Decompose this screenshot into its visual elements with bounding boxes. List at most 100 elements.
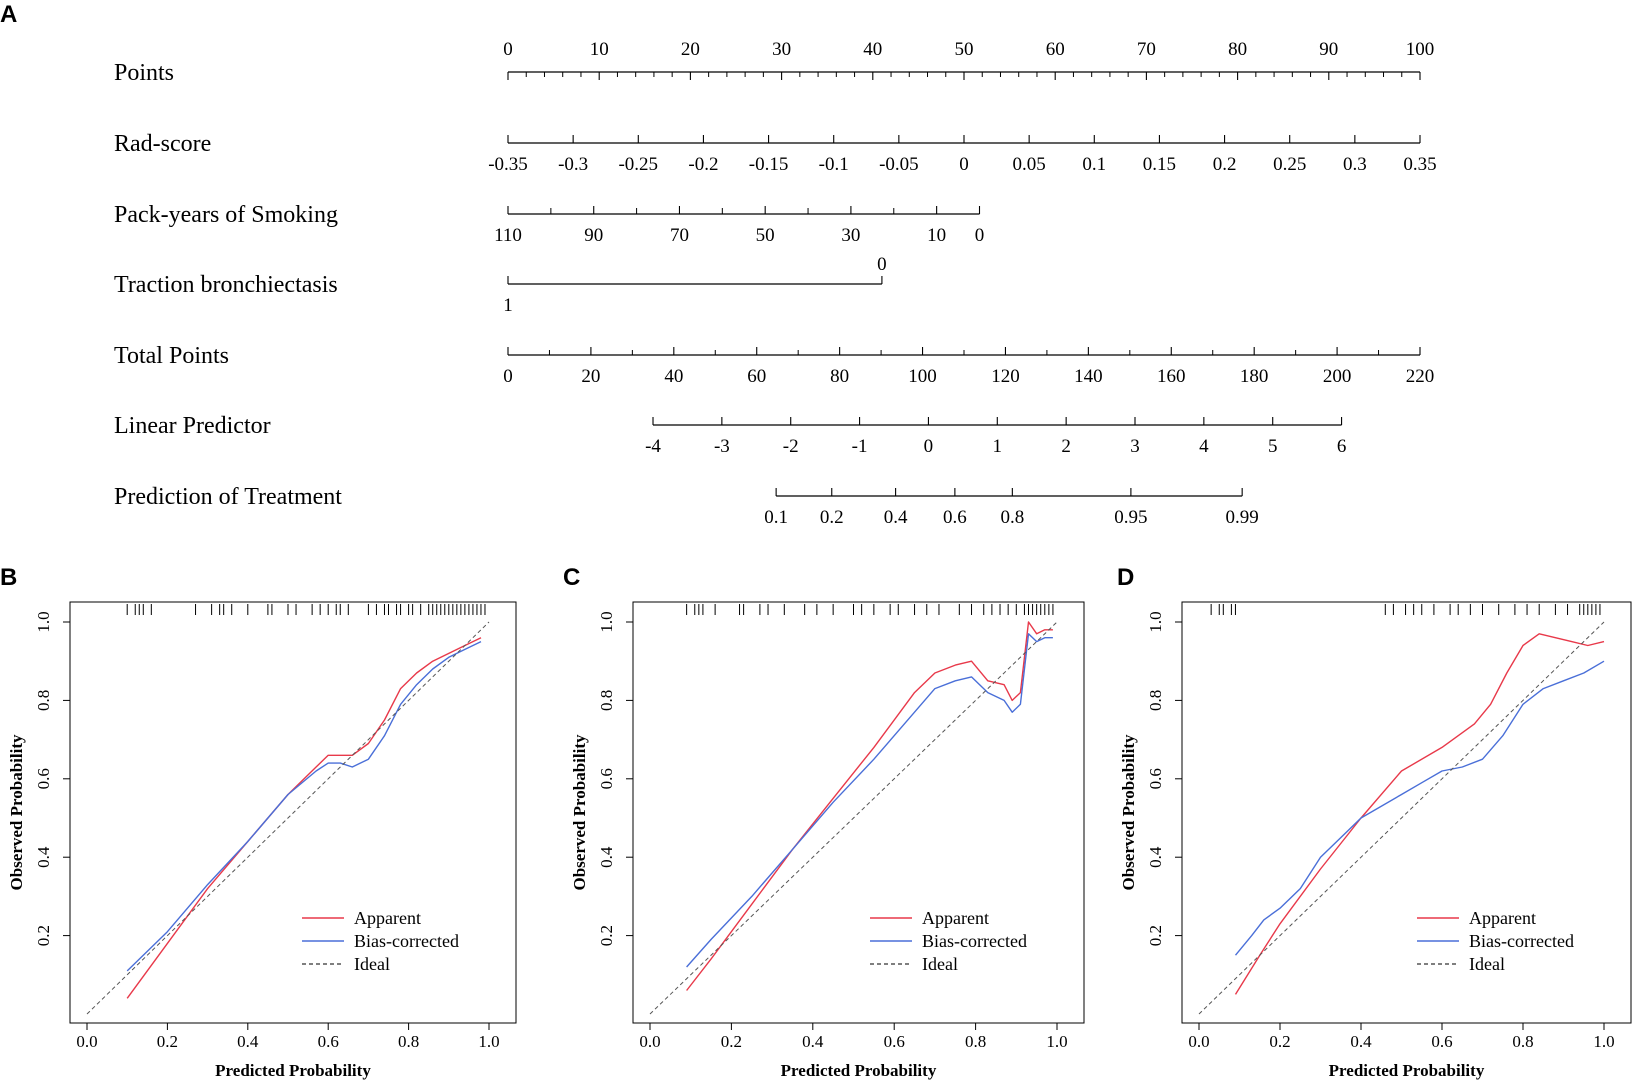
tick-label-points: 90 bbox=[1319, 39, 1338, 60]
x-tick-label-b: 1.0 bbox=[478, 1032, 499, 1051]
tick-label-prediction-of-treatment: 0.4 bbox=[884, 507, 908, 528]
tick-label-linear-predictor: 3 bbox=[1130, 436, 1140, 457]
series-bias-corrected-d bbox=[1234, 660, 1605, 956]
tick-label-rad-score: -0.1 bbox=[819, 154, 849, 175]
tick-label-linear-predictor: -3 bbox=[714, 436, 730, 457]
y-tick-label-c: 0.2 bbox=[597, 925, 616, 946]
x-tick-label-d: 0.2 bbox=[1269, 1032, 1290, 1051]
tick-label-points: 70 bbox=[1137, 39, 1156, 60]
tick-label-rad-score: -0.2 bbox=[688, 154, 718, 175]
x-tick-label-c: 0.2 bbox=[721, 1032, 742, 1051]
series-apparent-c bbox=[686, 621, 1053, 991]
tick-label-points: 30 bbox=[772, 39, 791, 60]
tick-label-pack-years-of-smoking: 110 bbox=[494, 225, 522, 246]
tick-label-points: 50 bbox=[955, 39, 974, 60]
tick-label-rad-score: -0.3 bbox=[558, 154, 588, 175]
y-axis-title-d: Observed Probability bbox=[1119, 734, 1138, 890]
x-axis-title-b: Predicted Probability bbox=[215, 1061, 371, 1080]
tick-label-rad-score: -0.35 bbox=[488, 154, 528, 175]
y-tick-label-b: 0.8 bbox=[34, 690, 53, 711]
tick-label-linear-predictor: 0 bbox=[924, 436, 934, 457]
y-axis-title-b: Observed Probability bbox=[7, 734, 26, 890]
legend-label-ideal-c: Ideal bbox=[922, 954, 958, 974]
y-tick-label-c: 0.6 bbox=[597, 768, 616, 789]
panel-d-label: D bbox=[1117, 564, 1134, 591]
tick-label-total-points: 120 bbox=[991, 366, 1020, 387]
tick-label-total-points: 180 bbox=[1240, 366, 1269, 387]
tick-label-prediction-of-treatment: 0.1 bbox=[764, 507, 788, 528]
tick-label-linear-predictor: -1 bbox=[852, 436, 868, 457]
tick-label-pack-years-of-smoking: 0 bbox=[975, 225, 985, 246]
legend-label-apparent-d: Apparent bbox=[1469, 908, 1536, 928]
tick-label-total-points: 200 bbox=[1323, 366, 1352, 387]
series-bias-corrected-b bbox=[126, 640, 482, 972]
tick-label-prediction-of-treatment: 0.8 bbox=[1000, 507, 1024, 528]
plot-frame-c bbox=[632, 601, 1085, 1024]
legend-label-bias-corrected-c: Bias-corrected bbox=[922, 931, 1027, 951]
plot-frame-d bbox=[1181, 601, 1632, 1024]
legend-label-bias-corrected-b: Bias-corrected bbox=[354, 931, 459, 951]
scale-label-points: Points bbox=[114, 60, 174, 86]
x-tick-label-b: 0.2 bbox=[157, 1032, 178, 1051]
tick-label-prediction-of-treatment: 0.2 bbox=[820, 507, 844, 528]
tick-label-pack-years-of-smoking: 10 bbox=[927, 225, 946, 246]
tick-label-linear-predictor: -4 bbox=[645, 436, 661, 457]
tick-label-total-points: 80 bbox=[830, 366, 849, 387]
legend-label-bias-corrected-d: Bias-corrected bbox=[1469, 931, 1574, 951]
tick-label-points: 0 bbox=[503, 39, 513, 60]
tick-label-total-points: 140 bbox=[1074, 366, 1103, 387]
tick-label-prediction-of-treatment: 0.6 bbox=[943, 507, 967, 528]
series-ideal-c bbox=[649, 621, 1058, 1015]
tick-label-total-points: 220 bbox=[1406, 366, 1435, 387]
scale-label-prediction-of-treatment: Prediction of Treatment bbox=[114, 484, 342, 510]
tick-label-prediction-of-treatment: 0.99 bbox=[1226, 507, 1259, 528]
series-apparent-b bbox=[126, 637, 482, 999]
x-tick-label-c: 0.8 bbox=[965, 1032, 986, 1051]
tick-label-rad-score: -0.15 bbox=[749, 154, 789, 175]
tick-label-points: 80 bbox=[1228, 39, 1247, 60]
x-tick-label-d: 0.8 bbox=[1512, 1032, 1533, 1051]
tick-label-rad-score: 0.25 bbox=[1273, 154, 1306, 175]
x-tick-label-b: 0.0 bbox=[76, 1032, 97, 1051]
tick-label-pack-years-of-smoking: 70 bbox=[670, 225, 689, 246]
tick-label-pack-years-of-smoking: 30 bbox=[841, 225, 860, 246]
y-tick-label-d: 0.6 bbox=[1146, 768, 1165, 789]
series-ideal-b bbox=[86, 621, 490, 1015]
y-tick-label-b: 0.2 bbox=[34, 925, 53, 946]
scale-label-traction-bronchiectasis: Traction bronchiectasis bbox=[114, 272, 338, 298]
tick-label-pack-years-of-smoking: 90 bbox=[584, 225, 603, 246]
tick-label-rad-score: 0.3 bbox=[1343, 154, 1367, 175]
tick-label-linear-predictor: -2 bbox=[783, 436, 799, 457]
tick-label-rad-score: 0.05 bbox=[1013, 154, 1046, 175]
tick-label-pack-years-of-smoking: 50 bbox=[756, 225, 775, 246]
y-axis-title-c: Observed Probability bbox=[570, 734, 589, 890]
series-apparent-d bbox=[1234, 633, 1605, 995]
x-tick-label-c: 1.0 bbox=[1046, 1032, 1067, 1051]
tick-label-prediction-of-treatment: 0.95 bbox=[1114, 507, 1147, 528]
tick-label-linear-predictor: 6 bbox=[1337, 436, 1347, 457]
y-tick-label-d: 0.2 bbox=[1146, 925, 1165, 946]
tick-label-linear-predictor: 4 bbox=[1199, 436, 1209, 457]
legend-label-apparent-b: Apparent bbox=[354, 908, 421, 928]
x-tick-label-d: 1.0 bbox=[1593, 1032, 1614, 1051]
tick-label-points: 60 bbox=[1046, 39, 1065, 60]
scale-label-total-points: Total Points bbox=[114, 343, 229, 369]
tick-label-rad-score: -0.25 bbox=[618, 154, 658, 175]
tick-label-linear-predictor: 2 bbox=[1061, 436, 1071, 457]
y-tick-label-c: 0.4 bbox=[597, 846, 616, 868]
tick-label-total-points: 160 bbox=[1157, 366, 1186, 387]
legend-label-apparent-c: Apparent bbox=[922, 908, 989, 928]
calibration-plot-b: 0.0 0.2 0.4 0.6 0.8 1.0 0.2 0.4 0.6 0.8 1.0 Predict… bbox=[7, 601, 517, 1080]
panel-a-label: A bbox=[0, 1, 17, 28]
tick-label-rad-score: -0.05 bbox=[879, 154, 919, 175]
legend-label-ideal-b: Ideal bbox=[354, 954, 390, 974]
tick-label-rad-score: 0.1 bbox=[1082, 154, 1106, 175]
y-tick-label-d: 1.0 bbox=[1146, 611, 1165, 632]
panel-c-label: C bbox=[563, 564, 580, 591]
calibration-plot-c: 0.0 0.2 0.4 0.6 0.8 1.0 0.2 0.4 0.6 0.8 1.0 Predict… bbox=[570, 601, 1085, 1080]
tick-label-total-points: 40 bbox=[664, 366, 683, 387]
x-tick-label-d: 0.4 bbox=[1350, 1032, 1372, 1051]
tick-label-points: 20 bbox=[681, 39, 700, 60]
